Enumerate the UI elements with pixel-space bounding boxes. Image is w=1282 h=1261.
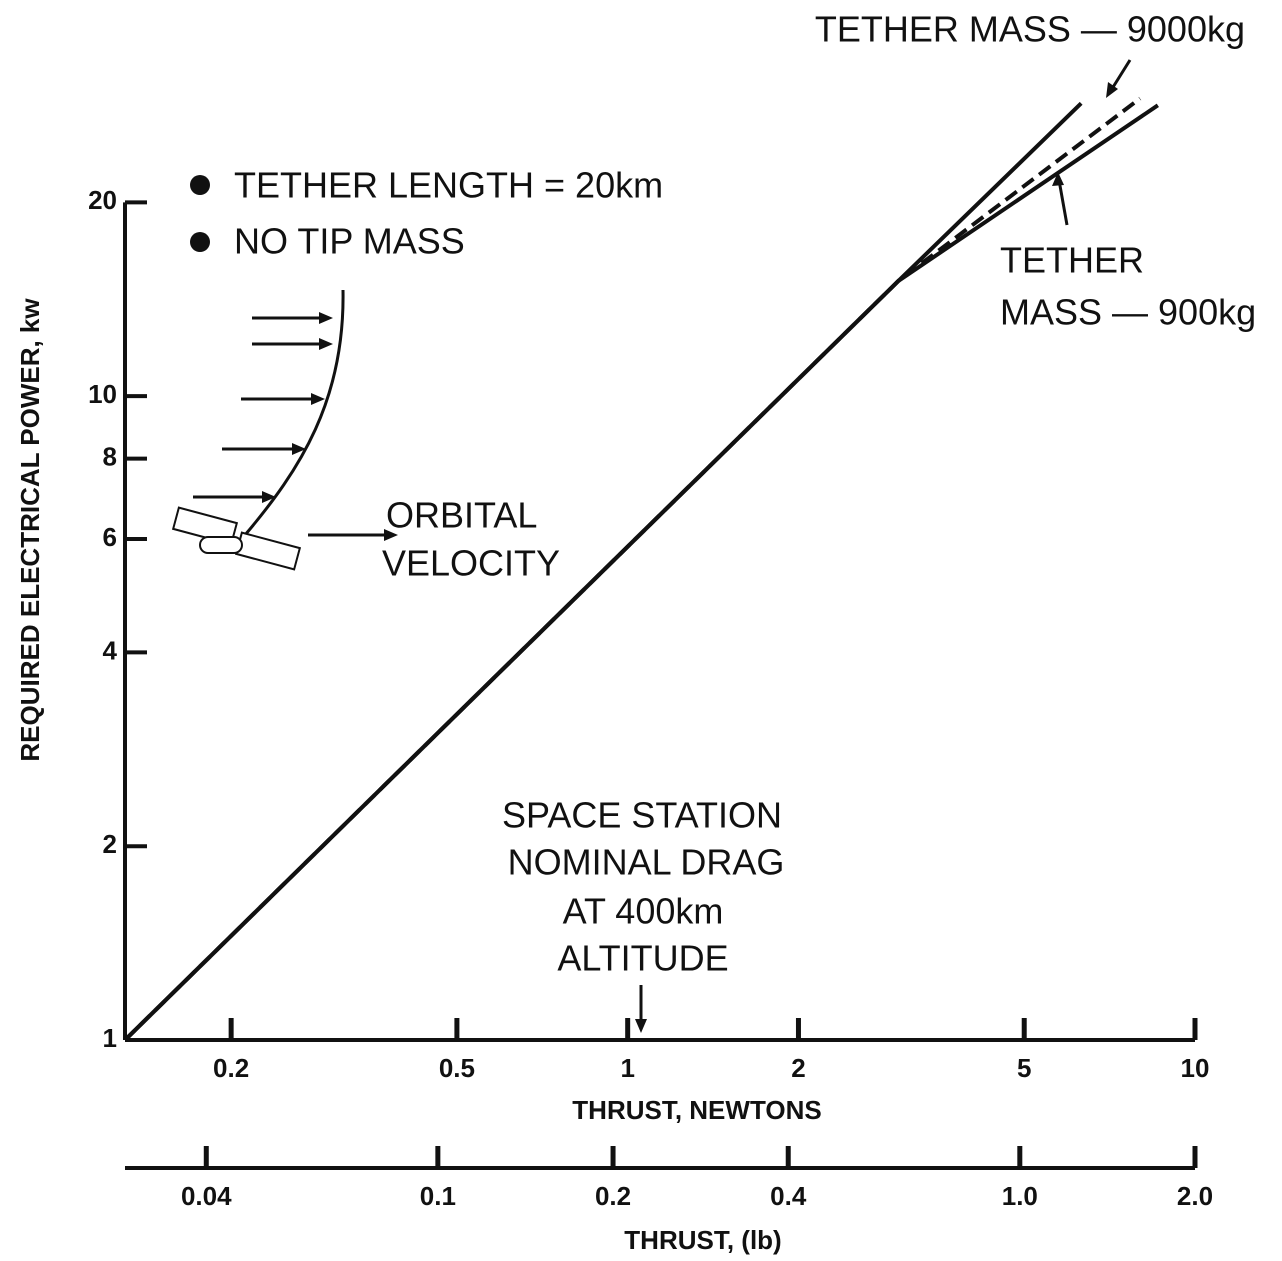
annotation: VELOCITY xyxy=(382,543,560,584)
y-axis-label: REQUIRED ELECTRICAL POWER, kw xyxy=(15,298,45,762)
x2-tick-label: 0.1 xyxy=(420,1181,456,1211)
annotation: ORBITAL xyxy=(386,495,537,536)
annotation: SPACE STATION xyxy=(502,795,782,836)
annotation: ALTITUDE xyxy=(557,938,728,979)
y-tick-label: 10 xyxy=(88,379,117,409)
y-tick-label: 6 xyxy=(103,522,117,552)
x-tick-label: 1 xyxy=(620,1053,634,1083)
bullet xyxy=(190,232,210,252)
annotation: TETHER LENGTH = 20km xyxy=(234,165,663,206)
y-tick-label: 8 xyxy=(103,441,117,471)
x-tick-label: 5 xyxy=(1017,1053,1031,1083)
x2-tick-label: 0.04 xyxy=(181,1181,232,1211)
annotation: TETHER MASS — 9000kg xyxy=(815,9,1245,50)
y-tick-label: 1 xyxy=(103,1023,117,1053)
y-tick-label: 2 xyxy=(103,829,117,859)
y-tick-label: 4 xyxy=(103,635,118,665)
x2-axis-label: THRUST, (lb) xyxy=(624,1225,781,1255)
satellite xyxy=(173,508,300,570)
y-tick-label: 20 xyxy=(88,185,117,215)
x2-tick-label: 0.4 xyxy=(770,1181,807,1211)
chart: TETHER LENGTH = 20km NO TIP MASS ORBITAL… xyxy=(0,0,1282,1261)
bullet xyxy=(190,175,210,195)
annotation: MASS — 900kg xyxy=(1000,292,1256,333)
x-tick-label: 2 xyxy=(791,1053,805,1083)
annotation: NO TIP MASS xyxy=(234,221,465,262)
annotation: AT 400km xyxy=(563,891,724,932)
x2-tick-label: 0.2 xyxy=(595,1181,631,1211)
x-tick-label: 0.2 xyxy=(213,1053,249,1083)
annotation: TETHER xyxy=(1000,240,1144,281)
x2-tick-label: 1.0 xyxy=(1002,1181,1038,1211)
annotation: NOMINAL DRAG xyxy=(508,842,785,883)
x2-tick-label: 2.0 xyxy=(1177,1181,1213,1211)
x-tick-label: 0.5 xyxy=(439,1053,475,1083)
x-axis-label: THRUST, NEWTONS xyxy=(572,1095,821,1125)
x-tick-label: 10 xyxy=(1181,1053,1210,1083)
